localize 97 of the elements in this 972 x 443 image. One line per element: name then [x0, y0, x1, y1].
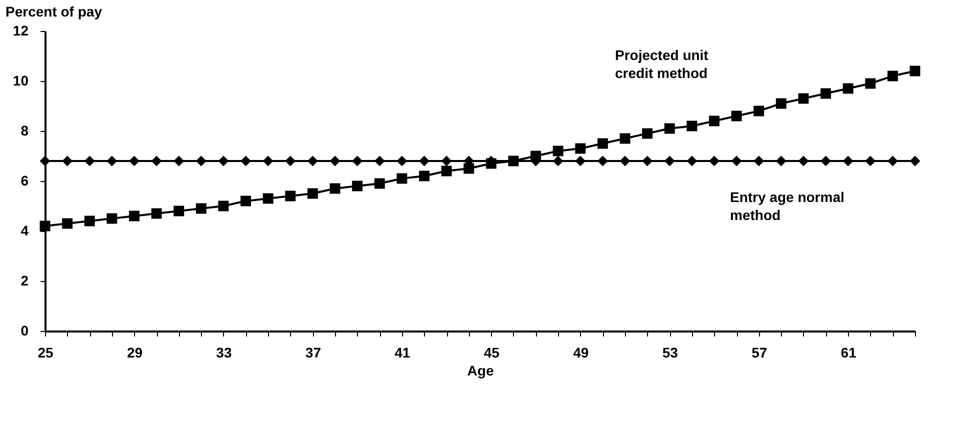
point [910, 66, 920, 76]
point [820, 88, 832, 99]
point [106, 213, 118, 224]
point [374, 178, 385, 189]
y-tick-label: 6 [20, 172, 29, 188]
y-tick-label: 4 [20, 222, 29, 238]
x-axis-title: Age [467, 362, 494, 378]
point [174, 206, 184, 216]
point [84, 156, 95, 166]
x-tick-label: 53 [662, 344, 678, 360]
point [842, 156, 854, 166]
point [330, 183, 340, 194]
point [396, 156, 408, 166]
point [776, 156, 786, 166]
point [106, 156, 118, 166]
point [240, 156, 252, 166]
point [754, 106, 764, 116]
point [620, 133, 630, 144]
point [664, 123, 675, 134]
point [285, 156, 296, 166]
point [307, 188, 318, 199]
point [642, 156, 653, 166]
point [731, 156, 742, 166]
point [128, 156, 140, 166]
point [307, 156, 318, 166]
point [151, 156, 162, 166]
point [352, 180, 363, 192]
point [552, 146, 564, 156]
point [642, 128, 653, 139]
x-tick-label: 61 [840, 344, 857, 360]
point [575, 156, 586, 166]
point [686, 156, 698, 166]
point [686, 120, 698, 132]
point [798, 156, 809, 166]
x-tick-label: 41 [394, 344, 410, 360]
x-tick-label: 45 [484, 344, 500, 360]
point [40, 220, 50, 232]
point [352, 156, 363, 166]
y-tick-label: 0 [20, 322, 29, 338]
point [128, 210, 140, 222]
x-tick-label: 29 [126, 344, 143, 360]
point [552, 156, 564, 166]
point [508, 156, 519, 166]
point [374, 156, 385, 166]
x-tick-label: 33 [216, 344, 232, 360]
point [731, 110, 742, 122]
y-tick-label: 12 [12, 22, 29, 38]
point [620, 156, 630, 166]
point [441, 166, 452, 176]
point [664, 156, 675, 166]
point [396, 173, 408, 184]
point [418, 156, 430, 166]
point [40, 156, 50, 166]
point [285, 190, 296, 202]
point [174, 156, 184, 166]
point [842, 83, 854, 94]
point [418, 170, 430, 182]
y-tick-label: 10 [12, 72, 29, 88]
point [151, 208, 162, 219]
point [196, 203, 206, 214]
y-axis-title: Percent of pay [6, 4, 102, 20]
point [820, 156, 832, 166]
point [218, 156, 229, 166]
y-tick-label: 8 [20, 122, 29, 138]
point [597, 138, 608, 149]
point [887, 70, 898, 82]
point [910, 156, 920, 166]
x-tick-label: 25 [38, 344, 54, 360]
point [441, 156, 452, 166]
point [754, 156, 764, 166]
point [776, 98, 786, 109]
point [84, 216, 95, 226]
point [865, 156, 876, 166]
point [262, 156, 274, 166]
point [708, 116, 720, 126]
point [330, 156, 340, 166]
point [240, 196, 252, 206]
point [262, 193, 274, 204]
point [218, 200, 229, 212]
x-tick-label: 37 [305, 344, 322, 360]
text: Projected unit credit method [615, 47, 709, 81]
point [708, 156, 720, 166]
series-label: Entry age normal method [730, 189, 844, 223]
point [597, 156, 608, 166]
point [486, 158, 496, 169]
point [865, 78, 876, 89]
point [196, 156, 206, 166]
point [530, 150, 542, 162]
x-tick-label: 57 [752, 344, 768, 360]
y-tick-label: 2 [20, 272, 29, 288]
point [575, 143, 586, 154]
x-tick-label: 49 [573, 344, 589, 360]
point [798, 93, 809, 104]
point [887, 156, 898, 166]
point [62, 218, 73, 229]
point [464, 163, 474, 174]
point [62, 156, 73, 166]
